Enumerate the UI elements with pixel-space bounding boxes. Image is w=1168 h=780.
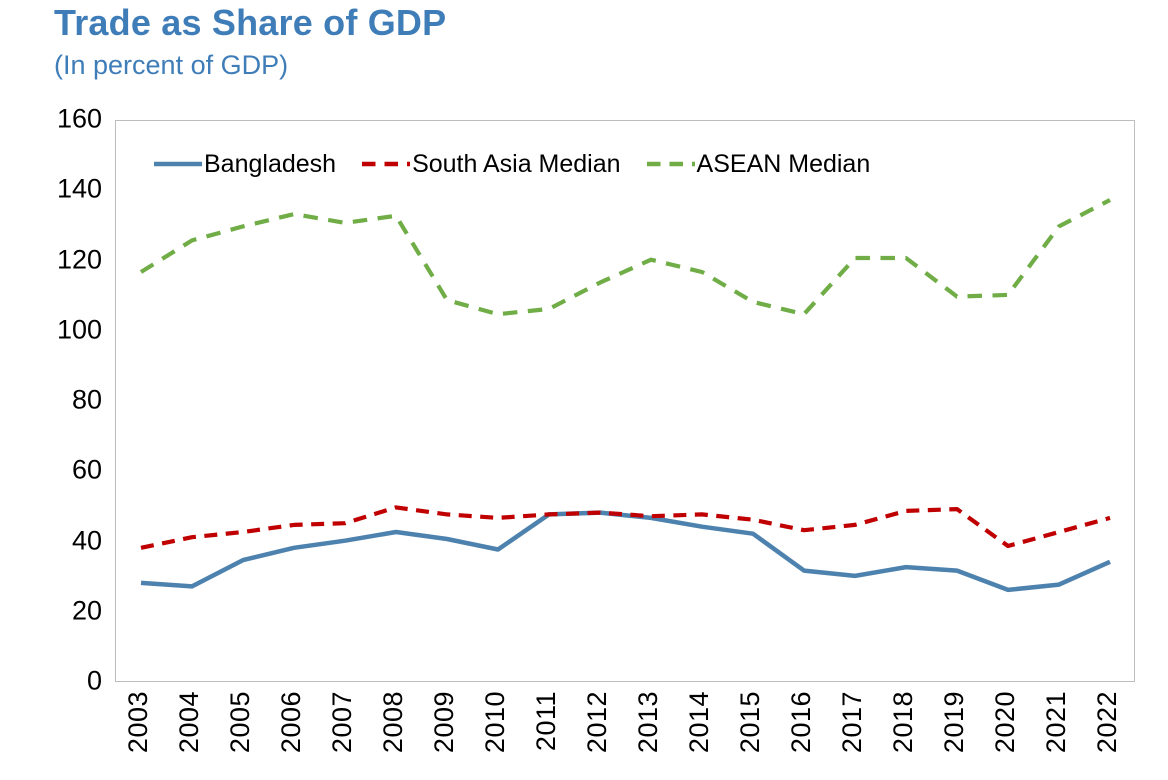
y-axis-label: 160 — [56, 103, 102, 134]
x-axis-label: 2005 — [225, 691, 255, 754]
y-axis-label: 140 — [56, 173, 102, 204]
chart-title: Trade as Share of GDP — [54, 2, 447, 43]
legend: Bangladesh South Asia Median ASEAN Median — [154, 149, 870, 179]
legend-item-south-asia-median: South Asia Median — [362, 149, 621, 179]
x-axis-label: 2019 — [939, 691, 969, 754]
plot-area: Bangladesh South Asia Median ASEAN Median — [115, 120, 1135, 682]
series-line-asean-median — [139, 198, 1111, 317]
x-axis-label: 2013 — [633, 691, 663, 754]
x-axis-label: 2012 — [582, 691, 612, 754]
y-axis-label: 40 — [71, 525, 102, 556]
legend-item-asean-median: ASEAN Median — [646, 149, 871, 179]
x-axis-label: 2008 — [378, 691, 408, 754]
x-axis-label: 2016 — [786, 691, 816, 754]
legend-swatch-south-asia-median — [362, 161, 411, 167]
y-axis-label: 100 — [56, 314, 102, 345]
x-axis-label: 2015 — [735, 691, 765, 754]
y-axis-label: 20 — [71, 595, 102, 626]
series-lines — [139, 198, 1111, 593]
x-axis-label: 2003 — [123, 691, 153, 754]
x-axis-label: 2021 — [1041, 691, 1071, 754]
y-axis-label: 120 — [56, 244, 102, 275]
x-axis-label: 2010 — [480, 691, 510, 754]
x-axis-label: 2017 — [837, 691, 867, 754]
series-line-bangladesh — [140, 510, 1111, 593]
legend-label: ASEAN Median — [696, 150, 871, 178]
x-axis-label: 2004 — [174, 691, 204, 754]
x-axis-label: 2018 — [888, 691, 918, 754]
y-axis-label: 80 — [71, 384, 102, 415]
legend-item-bangladesh: Bangladesh — [154, 149, 336, 179]
y-axis-label: 60 — [71, 454, 102, 485]
y-axis-label: 0 — [86, 665, 102, 696]
legend-swatch-asean-median — [646, 161, 695, 167]
x-axis-label: 2022 — [1092, 691, 1122, 754]
x-axis-label: 2007 — [327, 691, 357, 754]
legend-label: Bangladesh — [204, 150, 337, 178]
x-axis-label: 2011 — [531, 691, 561, 752]
series-line-south-asia-median — [140, 505, 1111, 550]
x-axis-label: 2020 — [990, 691, 1020, 754]
legend-swatch-bangladesh — [154, 161, 202, 167]
chart-subtitle: (In percent of GDP) — [54, 50, 289, 80]
x-axis-label: 2009 — [429, 691, 459, 754]
legend-label: South Asia Median — [412, 150, 621, 178]
x-axis-label: 2014 — [684, 691, 714, 754]
x-axis-label: 2006 — [276, 691, 306, 754]
